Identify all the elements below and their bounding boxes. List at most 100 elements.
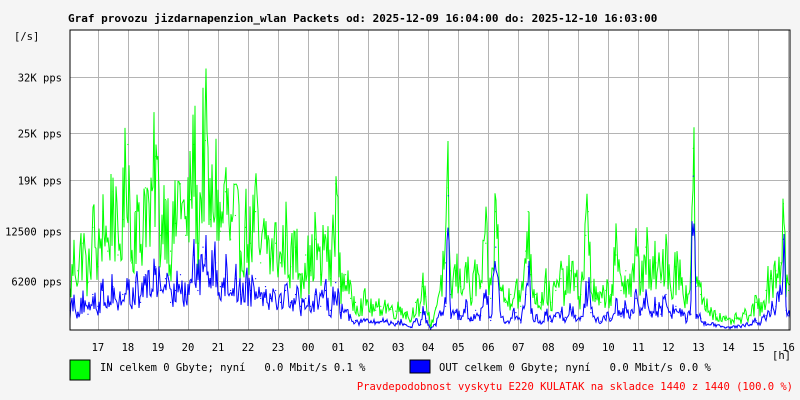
data-point-out	[245, 282, 247, 284]
data-point-in	[630, 286, 632, 288]
data-point-in	[615, 254, 617, 256]
data-point-in	[422, 286, 424, 288]
data-point-in	[670, 289, 672, 292]
data-point-in	[770, 278, 772, 280]
data-point-out	[395, 323, 397, 325]
data-point-in	[354, 301, 357, 303]
data-point-in	[705, 305, 707, 307]
data-point-out	[219, 286, 221, 288]
data-point-out	[515, 312, 517, 314]
data-point-out	[127, 286, 129, 288]
data-point-out	[765, 315, 767, 317]
data-point-in	[720, 317, 722, 319]
data-point-in	[365, 299, 367, 301]
data-point-out	[770, 309, 772, 311]
data-point-in	[510, 293, 512, 296]
data-point-out	[550, 320, 552, 322]
x-tick-label: 05	[452, 342, 465, 354]
data-point-in	[775, 270, 777, 272]
data-point-in	[117, 254, 119, 256]
data-point-out	[345, 309, 347, 311]
data-point-out	[193, 254, 195, 256]
data-point-in	[189, 199, 191, 201]
data-point-out	[290, 301, 292, 303]
data-point-in	[710, 309, 712, 311]
data-point-out	[174, 289, 176, 292]
x-tick-label: 10	[602, 342, 615, 354]
data-point-out	[735, 325, 737, 327]
x-tick-label: 09	[572, 342, 585, 354]
data-point-out	[330, 309, 332, 311]
data-point-in	[193, 143, 195, 146]
data-point-out	[360, 321, 362, 323]
x-tick-label: 06	[482, 342, 495, 354]
data-point-in	[204, 139, 206, 142]
data-point-in	[565, 289, 567, 292]
data-point-out	[350, 316, 352, 318]
data-point-in	[270, 258, 272, 260]
data-point-out	[780, 293, 782, 296]
x-tick-label: 22	[242, 342, 255, 354]
data-point-out	[215, 262, 217, 264]
data-point-out	[720, 326, 722, 328]
data-point-in	[645, 246, 647, 248]
x-tick-label: 15	[752, 342, 765, 354]
x-tick-label: 03	[392, 342, 405, 354]
data-point-out	[580, 317, 582, 319]
x-tick-labels: 17 18 19 20 21 22 23 00 01 02 03 04 05 06 07 08 09 10 11 12…	[92, 342, 795, 354]
data-point-in	[475, 274, 477, 276]
data-point-in	[164, 199, 167, 201]
x-unit-label: [h]	[772, 350, 791, 362]
data-point-out	[500, 316, 502, 318]
data-point-in	[580, 293, 582, 296]
data-point-in	[300, 274, 302, 276]
data-point-in	[140, 246, 142, 248]
data-point-out	[144, 274, 146, 276]
x-tick-label: 20	[182, 342, 195, 354]
data-point-in	[515, 282, 517, 284]
data-point-in	[224, 191, 227, 193]
data-point-in	[370, 307, 372, 309]
data-point-out	[249, 289, 252, 292]
data-point-out	[324, 289, 327, 292]
data-point-out	[745, 323, 747, 326]
data-point-out	[445, 305, 447, 307]
data-point-in	[92, 226, 94, 228]
data-point-out	[615, 299, 617, 301]
data-point-in	[197, 242, 199, 244]
data-point-out	[179, 274, 182, 276]
series-line-in	[69, 68, 791, 328]
data-point-out	[131, 305, 133, 307]
data-point-in	[255, 211, 257, 213]
data-point-out	[610, 317, 612, 319]
data-point-out	[234, 278, 236, 280]
data-point-out	[625, 307, 627, 309]
data-point-in	[480, 286, 482, 288]
x-tick-label: 12	[662, 342, 675, 354]
data-point-out	[585, 293, 587, 296]
data-point-in	[505, 301, 507, 303]
data-point-out	[375, 322, 377, 324]
data-point-out	[185, 293, 187, 296]
data-point-out	[405, 323, 407, 326]
data-point-in	[640, 282, 642, 284]
data-point-in	[435, 307, 437, 309]
data-point-out	[102, 289, 104, 292]
data-point-in	[107, 250, 109, 252]
data-point-in	[575, 286, 577, 288]
data-point-out	[630, 314, 632, 316]
data-point-in	[540, 301, 542, 303]
data-point-out	[189, 282, 191, 284]
data-point-in	[330, 278, 332, 280]
data-point-out	[750, 324, 752, 326]
data-point-in	[131, 262, 133, 264]
data-point-out	[224, 274, 227, 276]
x-tick-label: 23	[272, 342, 285, 354]
data-point-out	[202, 246, 204, 248]
data-point-out	[760, 321, 762, 323]
data-point-in	[605, 289, 607, 292]
data-point-in	[390, 308, 392, 311]
data-point-in	[234, 214, 236, 217]
data-point-in	[620, 289, 622, 292]
data-point-in	[740, 319, 742, 322]
